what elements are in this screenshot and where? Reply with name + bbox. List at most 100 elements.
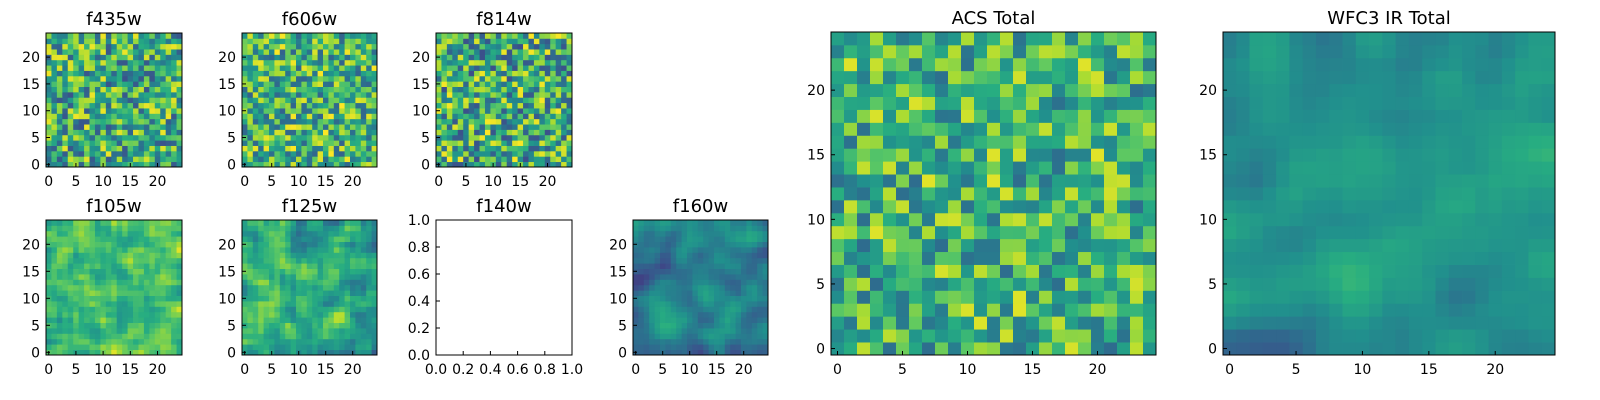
- heatmap-cell: [468, 140, 475, 146]
- heatmap-cell: [474, 81, 480, 87]
- heatmap-cell: [285, 284, 291, 291]
- heatmap-cell: [987, 329, 1001, 343]
- heatmap-cell: [1462, 225, 1476, 240]
- heatmap-cell: [1289, 174, 1304, 188]
- heatmap-cell: [116, 279, 123, 286]
- heatmap-cell: [339, 145, 345, 152]
- heatmap-cell: [165, 97, 172, 104]
- heatmap-cell: [687, 225, 693, 232]
- heatmap-cell: [665, 257, 672, 264]
- y-tick-label: 10: [22, 291, 40, 307]
- heatmap-cell: [355, 86, 362, 93]
- heatmap-cell: [306, 150, 313, 157]
- heatmap-cell: [724, 301, 731, 307]
- heatmap-cell: [67, 338, 74, 345]
- heatmap-cell: [344, 338, 351, 345]
- heatmap-cell: [1369, 290, 1383, 304]
- heatmap-cell: [506, 38, 513, 45]
- heatmap-cell: [441, 54, 448, 61]
- heatmap-cell: [1130, 122, 1144, 136]
- heatmap-cell: [922, 148, 936, 162]
- heatmap-cell: [355, 241, 362, 248]
- heatmap-cell: [312, 284, 318, 291]
- y-tick-label: 0.0: [408, 348, 430, 364]
- heatmap-cell: [987, 44, 1001, 59]
- heatmap-cell: [708, 220, 715, 226]
- heatmap-cell: [263, 38, 270, 45]
- heatmap-cell: [681, 236, 688, 242]
- heatmap-cell: [1223, 329, 1237, 343]
- heatmap-cell: [274, 257, 281, 264]
- heatmap-cell: [533, 43, 540, 50]
- heatmap-cell: [687, 230, 693, 237]
- heatmap-cell: [1117, 251, 1131, 265]
- heatmap-cell: [692, 279, 699, 286]
- heatmap-cell: [1065, 238, 1079, 253]
- heatmap-cell: [506, 134, 513, 141]
- heatmap-cell: [1091, 44, 1105, 59]
- heatmap-cell: [344, 301, 351, 307]
- heatmap-cell: [350, 290, 356, 296]
- heatmap-cell: [751, 295, 758, 302]
- heatmap-cell: [561, 161, 567, 168]
- heatmap-cell: [714, 295, 720, 302]
- heatmap-cell: [681, 263, 688, 269]
- heatmap-cell: [528, 54, 535, 61]
- heatmap-cell: [724, 290, 731, 296]
- heatmap-cell: [116, 322, 123, 329]
- heatmap-cell: [328, 236, 335, 242]
- heatmap-cell: [290, 225, 297, 232]
- heatmap-cell: [285, 317, 291, 323]
- heatmap-cell: [512, 43, 518, 50]
- heatmap-cell: [290, 252, 297, 259]
- heatmap-cell: [550, 134, 557, 141]
- heatmap-cell: [1000, 187, 1014, 201]
- heatmap-cell: [961, 329, 975, 343]
- heatmap-cell: [67, 43, 74, 50]
- heatmap-cell: [165, 301, 172, 307]
- heatmap-cell: [371, 279, 378, 286]
- heatmap-cell: [317, 108, 324, 114]
- heatmap-cell: [446, 140, 453, 146]
- heatmap-cell: [1528, 277, 1543, 291]
- heatmap-cell: [1408, 174, 1423, 188]
- heatmap-cell: [333, 65, 340, 71]
- heatmap-cell: [724, 284, 731, 291]
- heatmap-cell: [1065, 225, 1079, 240]
- heatmap-cell: [84, 236, 90, 242]
- heatmap-cell: [1355, 251, 1370, 265]
- heatmap-cell: [127, 333, 134, 340]
- heatmap-cell: [724, 311, 731, 318]
- heatmap-cell: [1408, 199, 1423, 214]
- heatmap-cell: [138, 86, 145, 93]
- heatmap-cell: [697, 257, 704, 264]
- heatmap-cell: [883, 251, 897, 265]
- heatmap-cell: [149, 113, 156, 120]
- heatmap-cell: [1515, 290, 1529, 304]
- heatmap-cell: [468, 43, 475, 50]
- heatmap-cell: [870, 251, 884, 265]
- heatmap-cell: [317, 295, 324, 302]
- heatmap-cell: [127, 295, 134, 302]
- heatmap-cell: [1329, 161, 1343, 175]
- heatmap-cell: [1289, 277, 1304, 291]
- heatmap-cell: [371, 344, 378, 350]
- heatmap-cell: [896, 316, 910, 330]
- heatmap-cell: [1355, 161, 1370, 175]
- heatmap-cell: [371, 75, 378, 82]
- heatmap-cell: [987, 277, 1001, 291]
- heatmap-cell: [138, 70, 145, 77]
- heatmap-cell: [1448, 342, 1463, 356]
- heatmap-cell: [479, 33, 486, 39]
- heatmap-cell: [73, 311, 80, 318]
- heatmap-cell: [171, 290, 177, 296]
- heatmap-cell: [360, 311, 367, 318]
- heatmap-cell: [703, 225, 709, 232]
- heatmap-cell: [84, 279, 90, 286]
- heatmap-cell: [1104, 264, 1118, 278]
- heatmap-cell: [665, 247, 672, 253]
- heatmap-cell: [730, 338, 736, 345]
- heatmap-cell: [301, 43, 308, 50]
- heatmap-cell: [490, 81, 497, 87]
- y-tick-label: 5: [227, 318, 236, 334]
